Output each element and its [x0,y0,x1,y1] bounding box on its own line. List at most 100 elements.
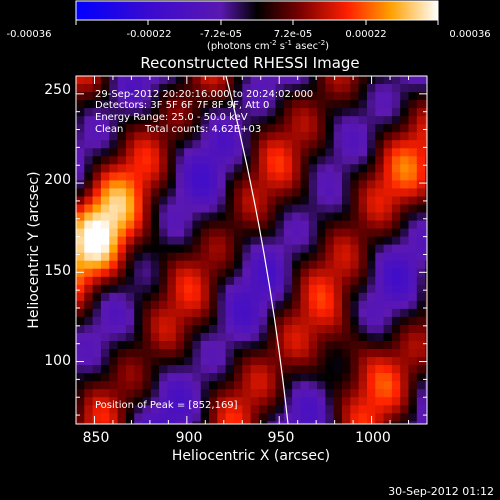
heatmap-cell [175,212,185,222]
heatmap-cell [209,421,218,424]
heatmap-cell [209,228,218,238]
heatmap-cell [325,156,335,165]
heatmap-cell [117,389,127,398]
heatmap-cell [242,140,252,149]
heatmap-cell [175,405,185,414]
heatmap-cell [391,212,401,222]
heatmap-cell [425,300,427,310]
heatmap-cell [167,132,177,141]
heatmap-cell [275,397,285,406]
heatmap-cell [400,373,410,382]
heatmap-cell [109,389,119,398]
heatmap-cell [292,268,301,278]
heatmap-cell [425,333,427,342]
heatmap-cell [225,308,235,318]
heatmap-cell [317,84,326,93]
heatmap-cell [242,252,252,262]
heatmap-cell [342,180,351,189]
heatmap-cell [342,108,351,117]
heatmap-cell [275,405,285,414]
heatmap-cell [109,357,119,366]
heatmap-cell [109,172,119,181]
heatmap-cell [342,100,351,109]
heatmap-cell [175,196,185,206]
heatmap-cell [109,76,119,85]
heatmap-cell [258,84,268,93]
heatmap-cell [234,389,243,398]
heatmap-cell [92,341,102,350]
heatmap-cell [84,292,94,302]
heatmap-cell [92,116,102,125]
heatmap-cell [200,116,210,125]
heatmap-cell [217,405,227,414]
heatmap-cell [250,413,260,422]
heatmap-cell [125,84,135,93]
heatmap-cell [192,244,202,254]
heatmap-cell [167,140,177,149]
heatmap-cell [275,180,285,189]
heatmap-cell [400,108,410,117]
heatmap-cell [159,180,168,189]
heatmap-cell [350,292,360,302]
heatmap-cell [217,156,227,165]
heatmap-cell [134,421,144,424]
heatmap-cell [242,244,252,254]
heatmap-cell [109,164,119,173]
heatmap-cell [250,124,260,133]
heatmap-cell [184,381,193,390]
heatmap-cell [150,349,160,358]
heatmap-cell [142,268,152,278]
heatmap-cell [200,148,210,157]
heatmap-cell [92,100,102,109]
heatmap-cell [200,349,210,358]
heatmap-cell [325,325,335,334]
heatmap-cell [175,381,185,390]
heatmap-cell [242,236,252,246]
heatmap-cell [242,349,252,358]
heatmap-cell [333,228,343,238]
heatmap-cell [225,300,235,310]
heatmap-cell [175,100,185,109]
heatmap-cell [250,76,260,85]
heatmap-cell [92,220,102,230]
heatmap-cell [375,308,385,318]
heatmap-cell [425,389,427,398]
heatmap-cell [184,108,193,117]
heatmap-cell [167,341,177,350]
heatmap-cell [400,148,410,157]
heatmap-cell [400,300,410,310]
heatmap-cell [217,92,227,101]
heatmap-cell [100,268,110,278]
heatmap-cell [367,172,376,181]
heatmap-cell [425,341,427,350]
heatmap-cell [292,84,301,93]
heatmap-cell [350,405,360,414]
heatmap-cell [317,204,326,214]
heatmap-cell [242,100,252,109]
heatmap-cell [425,244,427,254]
heatmap-cell [192,357,202,366]
heatmap-cell [350,84,360,93]
heatmap-cell [217,373,227,382]
heatmap-cell [267,108,277,117]
heatmap-cell [408,236,418,246]
heatmap-cell [92,140,102,149]
heatmap-cell [275,276,285,286]
heatmap-cell [300,188,310,197]
heatmap-cell [308,300,318,310]
heatmap-cell [258,228,268,238]
heatmap-cell [250,373,260,382]
heatmap-cell [142,108,152,117]
heatmap-cell [342,252,351,262]
heatmap-cell [400,308,410,318]
heatmap-cell [358,276,368,286]
colorbar-units: (photons cm-2 s-1 asec-2) [207,39,329,52]
heatmap-cell [109,300,119,310]
heatmap-cell [117,196,127,206]
heatmap-cell [217,228,227,238]
heatmap-cell [175,180,185,189]
heatmap-cell [425,397,427,406]
heatmap-cell [400,268,410,278]
heatmap-cell [375,276,385,286]
heatmap-cell [250,325,260,334]
